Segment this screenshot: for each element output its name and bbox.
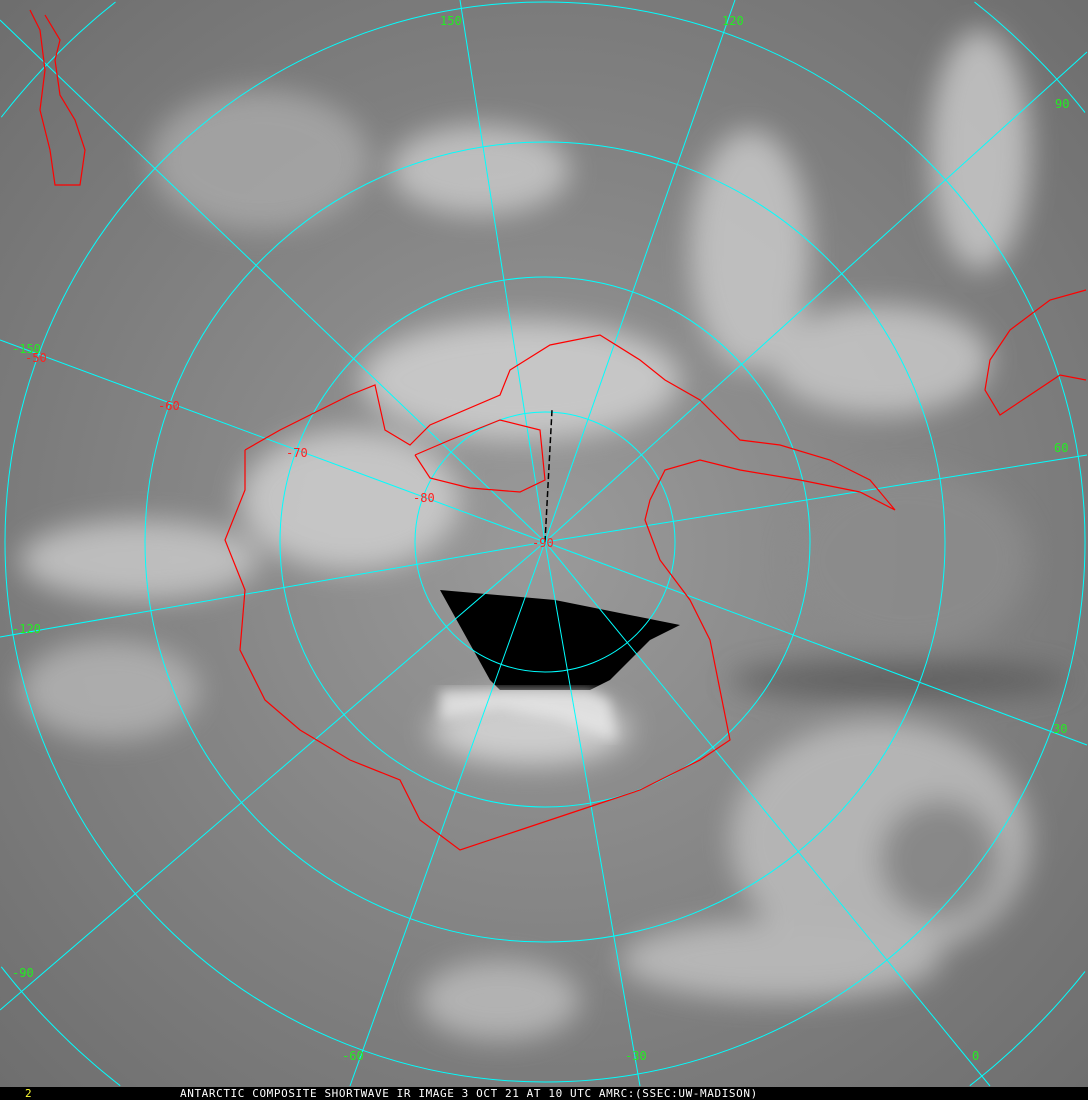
no-data-region xyxy=(440,590,680,690)
meridian-line xyxy=(544,541,641,1087)
meridian-line xyxy=(544,541,1088,746)
latitude-label: -70 xyxy=(286,446,308,460)
meridian-line xyxy=(0,541,546,638)
latitude-ring-70 xyxy=(279,276,811,808)
meridian-line xyxy=(0,339,546,543)
longitude-label: 60 xyxy=(1054,441,1068,455)
latitude-ring-40 xyxy=(0,966,121,1087)
meridian-line xyxy=(0,541,546,1011)
latitude-label: -90 xyxy=(532,536,554,550)
cloud-layer xyxy=(20,30,1070,1040)
bright-artifact xyxy=(440,690,615,740)
antarctica-coastline xyxy=(224,334,896,851)
longitude-label: -120 xyxy=(12,622,41,636)
meridian-line xyxy=(544,454,1088,543)
latitude-ring-40 xyxy=(0,1,116,118)
meridian-line xyxy=(544,541,991,1087)
longitude-label: 0 xyxy=(972,1049,979,1063)
longitude-labels: 150 120 90 60 30 0 -30 -60 -90 -120 -150 xyxy=(12,14,1069,1063)
image-caption: ANTARCTIC COMPOSITE SHORTWAVE IR IMAGE 3… xyxy=(180,1087,758,1100)
longitude-label: -90 xyxy=(12,966,34,980)
coastlines xyxy=(29,9,1087,851)
longitude-label: 30 xyxy=(1053,722,1067,736)
meridian-line xyxy=(544,51,1088,543)
latitude-label: -50 xyxy=(25,351,47,365)
longitude-label: -150 xyxy=(12,342,41,356)
new-zealand-coastline xyxy=(29,9,86,186)
latitude-ring-40 xyxy=(974,1,1086,113)
frame-number: 2 xyxy=(25,1087,32,1100)
latitude-label: -80 xyxy=(413,491,435,505)
meridian-180 xyxy=(544,409,553,543)
meridian-line xyxy=(0,19,546,543)
caption-bar xyxy=(0,1087,1088,1100)
south-america-coastline xyxy=(984,289,1087,416)
latitude-ring-50 xyxy=(4,1,1086,1083)
meridian-line xyxy=(349,541,546,1087)
longitude-label: -60 xyxy=(342,1049,364,1063)
longitude-label: 150 xyxy=(440,14,462,28)
ross-ice-shelf-outline xyxy=(414,419,546,493)
meridian-line xyxy=(459,0,546,543)
longitude-label: 120 xyxy=(722,14,744,28)
latitude-ring-40 xyxy=(969,971,1086,1087)
longitude-label: -30 xyxy=(625,1049,647,1063)
latitude-label: -60 xyxy=(158,399,180,413)
meridian-line xyxy=(544,0,736,543)
latitude-ring-60 xyxy=(144,141,946,943)
latitude-ring-80 xyxy=(414,411,676,673)
longitude-label: 90 xyxy=(1055,97,1069,111)
latitude-labels: -50 -60 -70 -80 -90 xyxy=(25,351,554,550)
